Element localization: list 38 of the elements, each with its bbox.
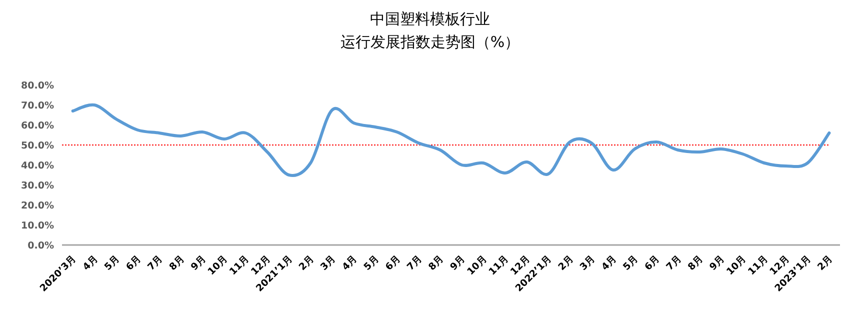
xtick: 7月 [664, 253, 684, 273]
xtick: 4月 [600, 253, 620, 273]
xtick: 2月 [816, 253, 836, 273]
xtick: 5月 [102, 253, 122, 273]
xtick: 5月 [362, 253, 382, 273]
xtick: 5月 [621, 253, 641, 273]
xtick: 10月 [206, 253, 230, 278]
xtick: 6月 [384, 253, 404, 273]
ytick: 20.0% [21, 200, 54, 212]
xtick: 8月 [426, 253, 446, 273]
xtick: 3月 [578, 253, 598, 273]
ytick: 60.0% [21, 120, 54, 132]
title: 中国塑料模板行业 [370, 10, 490, 28]
xtick: 6月 [124, 253, 144, 273]
subtitle: 运行发展指数走势图（%） [340, 33, 520, 51]
xtick: 4月 [81, 253, 101, 273]
ytick: 50.0% [21, 140, 54, 152]
xtick: 10月 [724, 253, 749, 278]
xtick: 7月 [405, 253, 425, 273]
ytick: 80.0% [21, 80, 54, 92]
xtick: 2月 [297, 253, 317, 273]
ytick: 0.0% [28, 240, 54, 252]
xtick: 8月 [167, 253, 187, 273]
xtick: 9月 [448, 253, 468, 273]
xtick: 4月 [340, 253, 360, 273]
xtick: 2月 [556, 253, 576, 273]
xtick: 6月 [642, 253, 662, 273]
xtick: 9月 [708, 253, 728, 273]
ytick: 30.0% [21, 180, 54, 192]
xtick: 8月 [686, 253, 706, 273]
xtick: 7月 [146, 253, 166, 273]
ytick: 70.0% [21, 100, 54, 112]
ytick: 40.0% [21, 160, 54, 172]
xtick: 11月 [228, 253, 252, 278]
ytick: 10.0% [21, 220, 54, 232]
xtick: 9月 [189, 253, 209, 273]
xtick: 11月 [746, 253, 770, 278]
xtick: 3月 [318, 253, 338, 273]
